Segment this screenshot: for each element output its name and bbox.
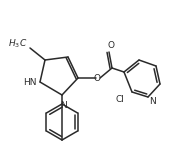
Text: Cl: Cl: [115, 95, 124, 105]
Text: $H_3C$: $H_3C$: [8, 38, 28, 50]
Text: N: N: [149, 97, 155, 107]
Text: HN: HN: [23, 77, 37, 87]
Text: O: O: [94, 73, 100, 83]
Text: N: N: [60, 101, 66, 110]
Text: O: O: [107, 41, 115, 50]
